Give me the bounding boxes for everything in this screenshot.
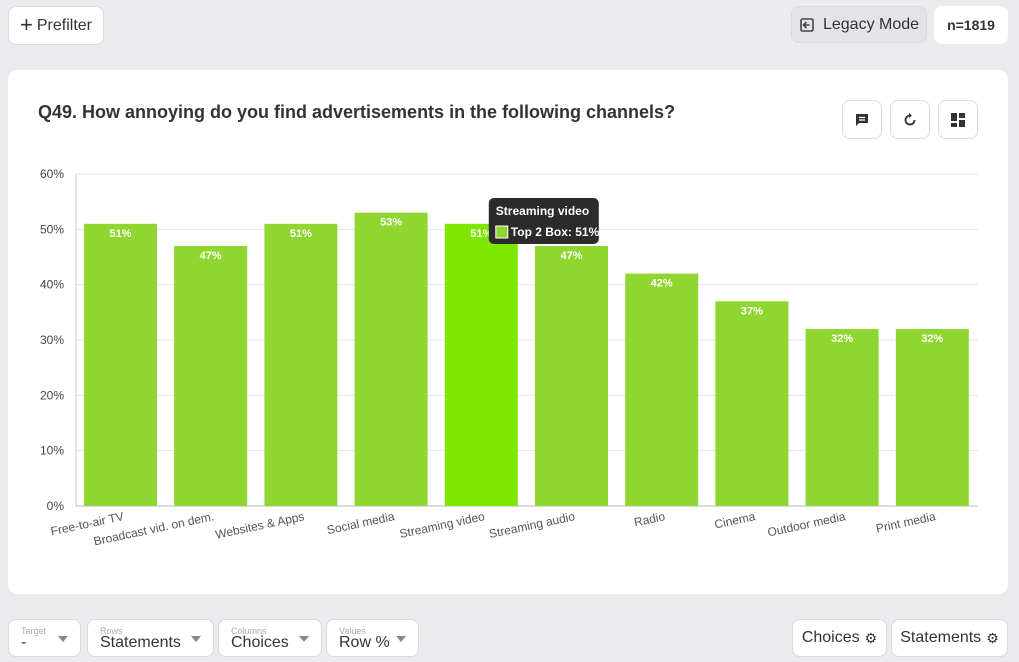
gear-icon: ⚙ [986,629,999,646]
bar[interactable] [84,223,157,507]
statements-label: Statements [900,629,982,646]
values-label: Values [339,626,366,636]
layout-icon [951,112,965,127]
x-tick-label: Print media [875,509,938,535]
data-label: 32% [921,333,943,345]
x-tick-label: Websites & Apps [214,509,305,542]
tooltip-title: Streaming video [496,204,589,218]
rows-value: Statements [100,634,181,651]
bar[interactable] [715,301,789,506]
target-value: - [21,634,27,651]
y-tick-label: 10% [40,444,64,458]
y-tick-label: 0% [47,499,65,513]
tooltip [488,198,599,244]
y-tick-label: 30% [40,333,64,347]
exit-icon [800,17,814,32]
data-label: 32% [831,333,853,345]
refresh-button[interactable] [890,100,930,139]
data-label: 47% [200,250,222,262]
sample-size-badge: n=1819 [934,6,1008,44]
chevron-down-icon [58,636,68,642]
values-value: Row % [339,634,390,651]
x-tick-label: Cinema [713,509,757,531]
data-label: 51% [470,228,492,240]
prefilter-label: Prefilter [36,16,92,34]
data-label: 51% [109,228,131,240]
x-tick-label: Outdoor media [766,509,847,539]
bar[interactable] [264,223,338,507]
y-tick-label: 40% [40,278,64,292]
bar-chart: 0%10%20%30%40%50%60%51%Free-to-air TV47%… [40,167,978,548]
x-tick-label: Streaming video [398,509,486,541]
plus-icon: + [20,11,33,37]
y-tick-label: 50% [40,222,64,236]
bar[interactable] [444,223,518,507]
bar[interactable] [895,328,969,506]
data-label: 51% [290,228,312,240]
x-tick-label: Radio [633,509,667,529]
question-title: Q49. How annoying do you find advertisem… [38,102,676,122]
target-dropdown[interactable]: Target - [8,619,81,657]
chevron-down-icon [396,636,406,642]
bar[interactable] [625,273,699,506]
x-tick-label: Social media [326,509,396,537]
legacy-mode-button[interactable]: Legacy Mode [791,6,927,43]
y-tick-label: 60% [40,167,64,181]
columns-label: Columns [231,626,267,636]
columns-dropdown[interactable]: Columns Choices [218,619,322,657]
bar[interactable] [535,245,608,506]
data-label: 53% [380,217,402,229]
legacy-mode-label: Legacy Mode [822,15,920,33]
data-label: 47% [560,250,582,262]
tooltip-swatch [495,225,509,239]
target-label: Target [21,626,47,636]
bar[interactable] [805,328,879,506]
data-label: 37% [741,305,763,317]
choices-settings-button[interactable]: Choices ⚙ [792,619,887,657]
sample-size-label: n=1819 [947,17,995,33]
choices-label: Choices [801,629,860,646]
chevron-down-icon [191,636,201,642]
tooltip-series: Top 2 Box: 51% [511,225,600,239]
comment-button[interactable] [842,100,882,139]
chevron-down-icon [299,636,309,642]
y-tick-label: 20% [40,388,64,402]
bar[interactable] [354,212,428,506]
data-label: 42% [651,278,673,290]
gear-icon: ⚙ [864,629,878,646]
values-dropdown[interactable]: Values Row % [326,619,419,657]
comment-icon [856,113,868,126]
statements-settings-button[interactable]: Statements ⚙ [891,619,1008,657]
bar[interactable] [174,245,248,506]
prefilter-button[interactable]: + Prefilter [8,6,104,45]
layout-button[interactable] [938,100,978,139]
rows-label: Rows [100,626,123,636]
rows-dropdown[interactable]: Rows Statements [87,619,214,657]
x-tick-label: Streaming audio [488,509,577,541]
columns-value: Choices [231,634,289,651]
refresh-icon [904,112,916,125]
